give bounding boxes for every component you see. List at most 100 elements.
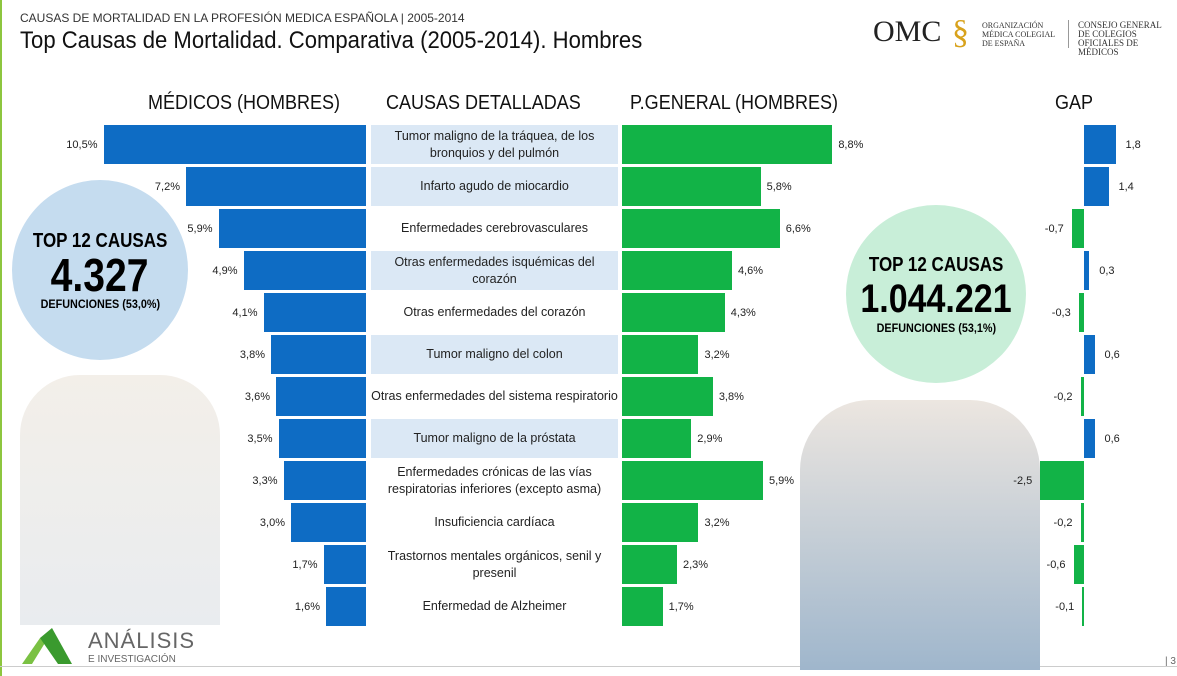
general-bar bbox=[622, 293, 725, 332]
omc-emblem-icon: § bbox=[952, 14, 969, 51]
medicos-bar bbox=[186, 167, 366, 206]
cause-label: Otras enfermedades del sistema respirato… bbox=[371, 389, 618, 403]
general-bar bbox=[622, 545, 677, 584]
left-circle-number: 4.327 bbox=[51, 248, 149, 301]
gap-label: 1,8 bbox=[1125, 139, 1141, 151]
header-medicos: MÉDICOS (HOMBRES) bbox=[148, 92, 341, 114]
general-bar bbox=[622, 335, 699, 374]
accent-border bbox=[0, 0, 2, 676]
gap-label: -0,1 bbox=[1055, 601, 1075, 613]
medicos-label: 3,6% bbox=[244, 391, 270, 403]
general-bar bbox=[622, 503, 699, 542]
general-label: 5,8% bbox=[766, 181, 792, 193]
cause-label: Infarto agudo de miocardio bbox=[371, 167, 618, 206]
header-general: P.GENERAL (HOMBRES) bbox=[630, 92, 839, 114]
general-label: 3,8% bbox=[718, 391, 744, 403]
gap-bar bbox=[1084, 251, 1090, 290]
general-label: 2,3% bbox=[682, 559, 709, 571]
general-label: 3,2% bbox=[704, 349, 730, 361]
medicos-label: 3,5% bbox=[247, 433, 273, 445]
medicos-bar bbox=[243, 251, 366, 290]
gap-label: 1,4 bbox=[1118, 181, 1134, 193]
cause-label: Trastornos mentales orgánicos, senil y p… bbox=[387, 548, 602, 580]
general-bar bbox=[622, 251, 732, 290]
medicos-bar bbox=[323, 545, 366, 584]
header-causas: CAUSAS DETALLADAS bbox=[386, 92, 581, 114]
gap-label: -0,6 bbox=[1046, 559, 1066, 571]
general-bar bbox=[622, 587, 663, 626]
right-summary-circle: TOP 12 CAUSAS 1.044.221 DEFUNCIONES (53,… bbox=[846, 205, 1026, 383]
general-bar bbox=[622, 209, 780, 248]
cause-label: Tumor maligno de la tráquea, de los bron… bbox=[371, 125, 618, 164]
analisis-logo-icon bbox=[22, 628, 72, 664]
medicos-label: 5,9% bbox=[187, 223, 213, 235]
medicos-bar bbox=[218, 209, 366, 248]
left-circle-title: TOP 12 CAUSAS bbox=[32, 229, 168, 252]
general-label: 1,7% bbox=[668, 601, 694, 613]
medicos-label: 7,2% bbox=[154, 181, 180, 193]
gap-bar bbox=[1071, 209, 1084, 248]
left-circle-sub: DEFUNCIONES (53,0%) bbox=[40, 296, 160, 311]
medicos-label: 1,6% bbox=[294, 601, 320, 613]
gap-bar bbox=[1082, 587, 1084, 626]
medicos-bar bbox=[276, 377, 366, 416]
header-gap: GAP bbox=[1055, 92, 1094, 114]
analisis-text: ANÁLISIS bbox=[88, 628, 196, 653]
general-bar bbox=[622, 419, 692, 458]
medicos-label: 1,7% bbox=[292, 559, 318, 571]
gap-label: -0,2 bbox=[1053, 391, 1073, 403]
right-circle-sub: DEFUNCIONES (53,1%) bbox=[876, 320, 996, 335]
general-label: 3,2% bbox=[704, 517, 730, 529]
general-bar bbox=[622, 167, 761, 206]
gap-bar bbox=[1084, 167, 1109, 206]
doctor-photo bbox=[20, 375, 220, 625]
gap-label: -0,2 bbox=[1053, 517, 1073, 529]
right-circle-number: 1.044.221 bbox=[860, 276, 1012, 321]
cause-label: Enfermedades crónicas de las vías respir… bbox=[387, 464, 602, 496]
general-label: 2,9% bbox=[697, 433, 723, 445]
medicos-bar bbox=[326, 587, 366, 626]
right-circle-title: TOP 12 CAUSAS bbox=[868, 253, 1004, 276]
gap-label: 0,6 bbox=[1104, 349, 1120, 361]
man-photo bbox=[800, 400, 1040, 670]
gap-bar bbox=[1080, 503, 1084, 542]
gap-label: -2,5 bbox=[1013, 475, 1033, 487]
medicos-label: 3,3% bbox=[252, 475, 278, 487]
general-label: 4,6% bbox=[737, 265, 764, 277]
medicos-bar bbox=[271, 335, 366, 374]
gap-label: -0,7 bbox=[1044, 223, 1064, 235]
medicos-label: 4,1% bbox=[232, 307, 258, 319]
general-bar bbox=[622, 377, 713, 416]
gap-bar bbox=[1084, 419, 1095, 458]
cause-label: Enfermedad de Alzheimer bbox=[422, 599, 567, 613]
medicos-label: 3,0% bbox=[259, 517, 285, 529]
logo-divider bbox=[1068, 20, 1069, 48]
general-bar bbox=[622, 125, 833, 164]
gap-bar bbox=[1078, 293, 1084, 332]
omc-org-name: ORGANIZACIÓN MÉDICA COLEGIAL DE ESPAÑA bbox=[982, 21, 1055, 48]
supertitle: CAUSAS DE MORTALIDAD EN LA PROFESIÓN MED… bbox=[20, 11, 465, 25]
general-label: 8,8% bbox=[838, 139, 864, 151]
cause-label: Insuficiencia cardíaca bbox=[434, 515, 555, 529]
gap-label: 0,3 bbox=[1099, 265, 1115, 277]
cause-label: Tumor maligno de la próstata bbox=[371, 419, 618, 458]
medicos-bar bbox=[291, 503, 366, 542]
medicos-bar bbox=[278, 419, 366, 458]
investigacion-text: E INVESTIGACIÓN bbox=[88, 654, 176, 665]
medicos-bar bbox=[263, 293, 366, 332]
omc-consejo-name: CONSEJO GENERAL DE COLEGIOS OFICIALES DE… bbox=[1078, 20, 1162, 57]
gap-label: 0,6 bbox=[1104, 433, 1120, 445]
cause-label: Enfermedades cerebrovasculares bbox=[401, 221, 588, 235]
cause-label: Tumor maligno del colon bbox=[371, 335, 618, 374]
page-title: Top Causas de Mortalidad. Comparativa (2… bbox=[20, 27, 643, 54]
gap-bar bbox=[1084, 125, 1116, 164]
gap-label: -0,3 bbox=[1051, 307, 1071, 319]
gap-bar bbox=[1084, 335, 1095, 374]
gap-bar bbox=[1073, 545, 1084, 584]
left-summary-circle: TOP 12 CAUSAS 4.327 DEFUNCIONES (53,0%) bbox=[12, 180, 188, 360]
page-number: | 3 bbox=[1165, 656, 1176, 667]
general-label: 5,9% bbox=[769, 475, 795, 487]
footer-divider bbox=[0, 666, 1177, 667]
general-label: 6,6% bbox=[785, 223, 811, 235]
omc-logo: OMC bbox=[873, 15, 942, 48]
